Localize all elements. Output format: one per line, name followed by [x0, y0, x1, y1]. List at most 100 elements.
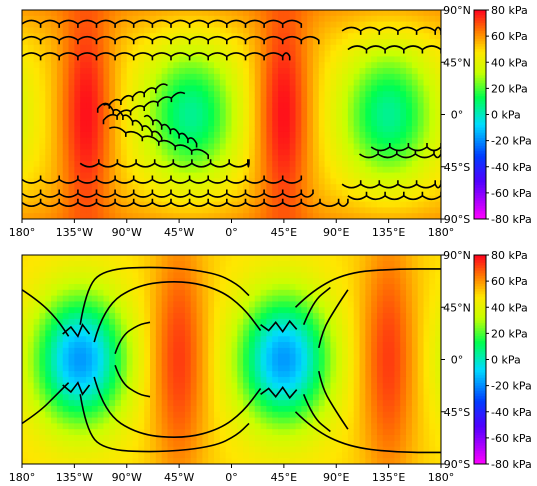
heatmap-cell [435, 102, 441, 110]
heatmap-cell [394, 131, 401, 139]
heatmap-cell [144, 207, 151, 214]
heatmap-cell [184, 301, 192, 308]
heatmap-cell [208, 255, 215, 262]
heatmap-cell [68, 91, 75, 98]
heatmap-cell [254, 313, 262, 320]
heatmap-cell [196, 353, 203, 361]
heatmap-cell [45, 272, 52, 279]
heatmap-cell [202, 126, 209, 133]
heatmap-cell [190, 272, 198, 279]
heatmap-cell [208, 266, 215, 274]
heatmap-cell [74, 68, 81, 75]
heatmap-cell [56, 149, 64, 156]
heatmap-cell [179, 126, 186, 133]
heatmap-cell [115, 79, 122, 87]
heatmap-cell [376, 382, 384, 390]
heatmap-cell [126, 423, 134, 430]
heatmap-cell [406, 172, 413, 179]
heatmap-cell [336, 382, 343, 390]
heatmap-cell [219, 195, 227, 203]
heatmap-cell [115, 411, 122, 419]
heatmap-cell [179, 91, 186, 98]
heatmap-cell [225, 195, 233, 203]
heatmap-cell [307, 359, 314, 366]
heatmap-cell [371, 201, 378, 208]
heatmap-cell [74, 155, 81, 162]
heatmap-cell [74, 295, 81, 303]
heatmap-cell [74, 336, 81, 343]
heatmap-cell [359, 137, 366, 145]
heatmap-cell [86, 27, 93, 34]
heatmap-cell [388, 15, 396, 23]
heatmap-cell [109, 336, 116, 343]
heatmap-cell [330, 347, 337, 355]
heatmap-cell [283, 289, 291, 297]
colorbar-segment [474, 25, 486, 29]
heatmap-cell [115, 289, 122, 297]
heatmap-cell [406, 68, 413, 75]
heatmap-cell [388, 21, 396, 29]
heatmap-cell [435, 126, 441, 133]
heatmap-cell [109, 388, 116, 395]
heatmap-cell [161, 143, 169, 150]
heatmap-cell [342, 126, 349, 133]
heatmap-cell [307, 388, 314, 395]
heatmap-cell [347, 458, 355, 464]
heatmap-cell [62, 353, 70, 361]
heatmap-cell [336, 405, 343, 413]
heatmap-cell [382, 353, 390, 361]
heatmap-cell [179, 382, 186, 390]
heatmap-cell [371, 102, 378, 110]
heatmap-cell [161, 359, 169, 366]
heatmap-cell [190, 137, 198, 145]
heatmap-cell [435, 50, 441, 58]
heatmap-cell [22, 307, 29, 314]
heatmap-cell [423, 73, 430, 81]
heatmap-cell [126, 405, 134, 413]
heatmap-cell [400, 108, 407, 116]
heatmap-cell [56, 452, 64, 459]
heatmap-cell [359, 272, 366, 279]
heatmap-cell [289, 160, 297, 168]
heatmap-cell [342, 353, 349, 361]
heatmap-cell [376, 284, 384, 291]
heatmap-cell [138, 155, 145, 162]
heatmap-cell [365, 27, 372, 34]
heatmap-cell [184, 342, 192, 349]
heatmap-cell [208, 143, 215, 150]
heatmap-cell [132, 184, 139, 191]
heatmap-cell [155, 382, 163, 390]
heatmap-cell [254, 371, 262, 378]
heatmap-cell [254, 446, 262, 453]
colorbar-segment [474, 77, 486, 82]
heatmap-cell [80, 33, 87, 40]
heatmap-cell [260, 400, 268, 407]
heatmap-cell [417, 166, 425, 174]
heatmap-cell [132, 423, 139, 430]
heatmap-cell [289, 278, 297, 285]
heatmap-cell [74, 388, 81, 395]
heatmap-cell [86, 411, 93, 419]
heatmap-cell [56, 411, 64, 419]
heatmap-cell [56, 131, 64, 139]
heatmap-cell [266, 272, 273, 279]
heatmap-cell [301, 336, 308, 343]
heatmap-cell [295, 39, 302, 46]
heatmap-cell [208, 318, 215, 326]
heatmap-cell [295, 44, 302, 52]
heatmap-cell [91, 172, 99, 179]
heatmap-cell [86, 166, 93, 174]
heatmap-cell [312, 382, 320, 390]
heatmap-cell [22, 131, 29, 139]
heatmap-cell [115, 62, 122, 69]
heatmap-cell [231, 411, 238, 419]
heatmap-cell [359, 382, 366, 390]
heatmap-cell [307, 440, 314, 448]
heatmap-cell [307, 160, 314, 168]
heatmap-cell [190, 33, 198, 40]
heatmap-cell [109, 91, 116, 98]
heatmap-cell [312, 102, 320, 110]
heatmap-cell [120, 313, 128, 320]
heatmap-cell [86, 318, 93, 326]
heatmap-cell [330, 143, 337, 150]
